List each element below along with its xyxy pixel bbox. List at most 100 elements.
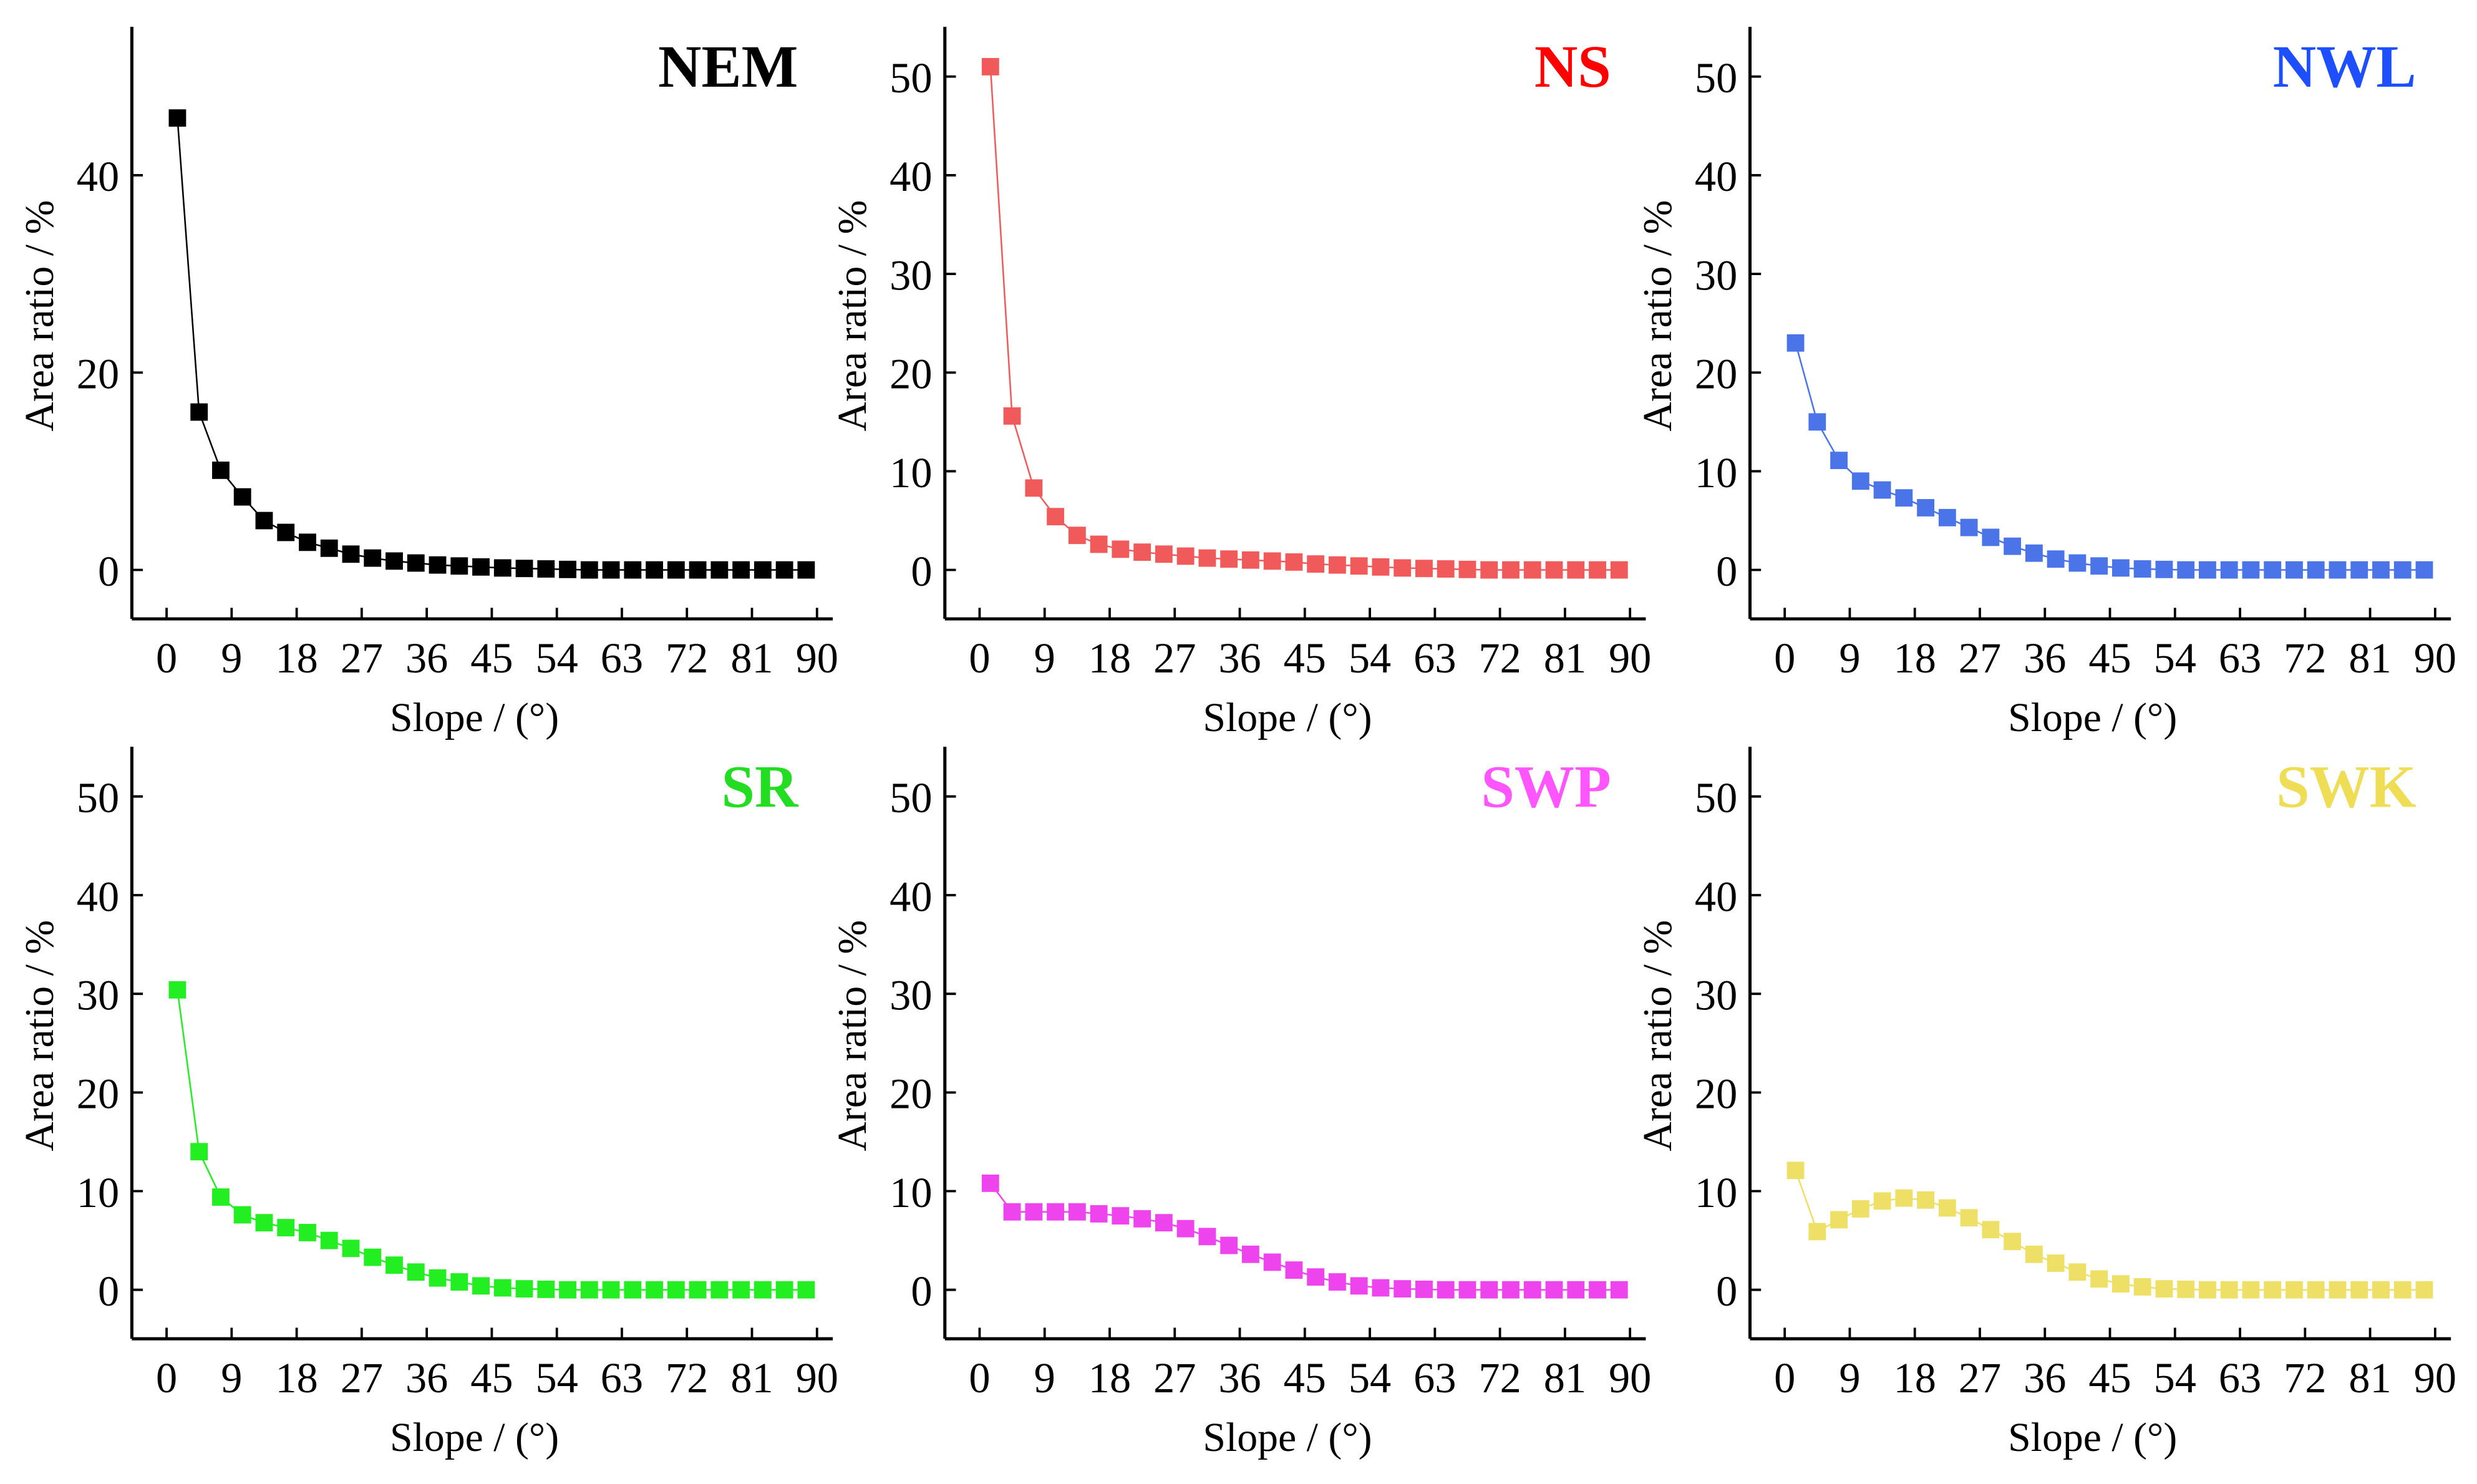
data-point: [1307, 1268, 1325, 1286]
data-point: [775, 561, 793, 579]
x-tick-label: 0: [156, 634, 177, 682]
data-point: [1350, 557, 1368, 575]
data-point: [1133, 1210, 1151, 1228]
y-tick-label: 30: [77, 971, 119, 1019]
series-line: [1795, 342, 2425, 571]
data-point: [342, 1239, 360, 1258]
data-point: [1523, 561, 1541, 579]
series-line: [177, 989, 807, 1291]
x-tick-label: 9: [1034, 634, 1055, 682]
data-point: [2264, 561, 2282, 579]
data-point: [754, 1281, 772, 1299]
data-point: [1415, 1280, 1433, 1298]
data-point: [1873, 1192, 1891, 1210]
x-tick-label: 0: [156, 1354, 177, 1402]
data-point: [689, 1281, 707, 1299]
data-point: [233, 1206, 251, 1224]
x-tick-label: 27: [1153, 634, 1196, 682]
x-tick-label: 36: [405, 634, 448, 682]
x-axis-label: Slope / (°): [1203, 695, 1372, 740]
data-point: [1372, 1279, 1390, 1297]
data-point: [407, 1263, 425, 1281]
data-point: [2393, 1281, 2412, 1299]
x-tick-label: 72: [1478, 1354, 1521, 1402]
data-point: [2329, 1281, 2347, 1299]
data-point: [580, 561, 598, 579]
data-point: [1025, 479, 1043, 497]
data-point: [602, 1281, 620, 1299]
data-point: [255, 512, 273, 530]
data-point: [2286, 561, 2303, 579]
x-tick-label: 63: [601, 1354, 643, 1402]
x-tick-label: 18: [1894, 634, 1936, 682]
data-point: [1458, 560, 1476, 578]
data-point: [710, 1281, 729, 1299]
x-tick-label: 54: [1349, 634, 1391, 682]
y-tick-label: 50: [889, 774, 932, 822]
data-point: [1786, 1161, 1805, 1180]
data-point: [1112, 1207, 1130, 1225]
x-tick-label: 90: [1609, 634, 1651, 682]
data-point: [1198, 549, 1216, 567]
x-tick-label: 0: [969, 634, 990, 682]
data-point: [2111, 1275, 2130, 1293]
data-point: [320, 539, 338, 557]
x-tick-label: 54: [1349, 1354, 1391, 1402]
data-point: [1003, 407, 1021, 425]
x-tick-label: 45: [2088, 1354, 2131, 1402]
data-point: [190, 403, 208, 421]
data-point: [1610, 1281, 1628, 1299]
x-tick-label: 63: [1413, 634, 1456, 682]
data-point: [1523, 1281, 1541, 1299]
data-point: [515, 1280, 533, 1298]
y-tick-label: 50: [77, 774, 119, 822]
x-tick-label: 27: [1153, 1354, 1196, 1402]
data-point: [1808, 1223, 1826, 1241]
data-point: [797, 1281, 815, 1299]
panel-title: SWK: [2276, 753, 2416, 820]
data-point: [1786, 334, 1805, 352]
x-tick-label: 27: [341, 634, 383, 682]
y-tick-label: 50: [1695, 54, 1737, 102]
data-point: [429, 556, 447, 574]
data-point: [797, 561, 815, 579]
data-point: [1241, 1245, 1259, 1263]
data-point: [1198, 1228, 1216, 1246]
x-tick-label: 45: [2088, 634, 2131, 682]
data-point: [2177, 561, 2195, 579]
x-tick-label: 9: [1839, 1354, 1860, 1402]
data-point: [1220, 550, 1238, 568]
data-point: [537, 560, 555, 578]
data-point: [1047, 508, 1065, 526]
x-tick-label: 54: [2154, 1354, 2196, 1402]
data-point: [1263, 1253, 1281, 1271]
data-point: [1437, 1281, 1455, 1299]
data-point: [2350, 1281, 2368, 1299]
y-tick-label: 50: [889, 54, 932, 102]
data-point: [559, 560, 576, 578]
data-point: [646, 1281, 664, 1299]
data-point: [2220, 561, 2238, 579]
data-point: [429, 1269, 447, 1287]
data-point: [1873, 481, 1891, 499]
data-point: [1545, 561, 1563, 579]
data-point: [1480, 561, 1498, 579]
y-axis-label: Area ratio / %: [17, 920, 62, 1152]
data-point: [2415, 1281, 2433, 1299]
y-tick-label: 20: [77, 1070, 119, 1118]
data-point: [364, 1248, 382, 1266]
data-point: [2004, 537, 2022, 555]
data-point: [1112, 540, 1130, 558]
y-tick-label: 30: [889, 971, 932, 1019]
x-tick-label: 18: [1088, 1354, 1131, 1402]
x-tick-label: 45: [470, 1354, 513, 1402]
x-axis-label: Slope / (°): [2008, 1415, 2177, 1460]
data-point: [2047, 1254, 2065, 1272]
data-point: [689, 561, 707, 579]
data-point: [2155, 1280, 2173, 1298]
data-point: [1307, 555, 1325, 573]
data-point: [624, 1281, 642, 1299]
x-tick-label: 63: [1413, 1354, 1456, 1402]
